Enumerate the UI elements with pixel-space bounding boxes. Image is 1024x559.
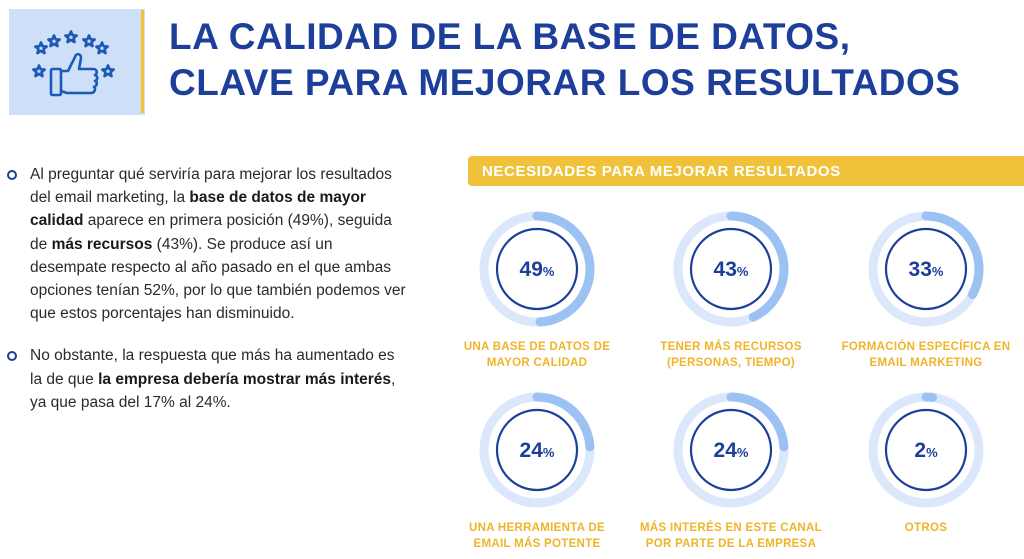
stat-label-line: MÁS INTERÉS EN ESTE CANAL bbox=[640, 522, 822, 534]
stat-card: 43% TENER MÁS RECURSOS (PERSONAS, TIEMPO… bbox=[636, 205, 826, 371]
stat-card: 33% FORMACIÓN ESPECÍFICA EN EMAIL MARKET… bbox=[831, 205, 1021, 371]
section-header: NECESIDADES PARA MEJORAR RESULTADOS bbox=[468, 156, 1024, 186]
stat-label: TENER MÁS RECURSOS (PERSONAS, TIEMPO) bbox=[636, 339, 826, 371]
stat-label-line: POR PARTE DE LA EMPRESA bbox=[645, 538, 817, 550]
stat-label-line: EMAIL MÁS POTENTE bbox=[473, 538, 601, 550]
stat-card: 49% UNA BASE DE DATOS DE MAYOR CALIDAD bbox=[442, 205, 632, 371]
bullet-emphasis: más recursos bbox=[51, 235, 153, 253]
bullet-text: Al preguntar qué serviría para mejorar l… bbox=[30, 166, 392, 207]
progress-ring: 43% bbox=[673, 211, 789, 327]
section-header-label: NECESIDADES PARA MEJORAR RESULTADOS bbox=[482, 163, 841, 180]
progress-ring: 24% bbox=[479, 392, 595, 508]
ring-fill bbox=[673, 211, 789, 327]
ring-fill bbox=[479, 392, 595, 508]
bullet-text: , ya que pasa del 17% al 24%. bbox=[30, 370, 396, 411]
bullet-list: Al preguntar qué serviría para mejorar l… bbox=[7, 163, 407, 414]
progress-ring: 33% bbox=[868, 211, 984, 327]
stat-label: FORMACIÓN ESPECÍFICA EN EMAIL MARKETING bbox=[831, 339, 1021, 371]
stat-label-line: TENER MÁS RECURSOS bbox=[660, 341, 802, 353]
page-title-line-2: CLAVE PARA MEJORAR LOS RESULTADOS bbox=[169, 62, 961, 103]
stat-label: OTROS bbox=[831, 520, 1021, 536]
title-divider bbox=[141, 10, 144, 113]
progress-ring: 2% bbox=[868, 392, 984, 508]
bullet-emphasis: base de datos de mayor calidad bbox=[30, 189, 366, 230]
page-title: LA CALIDAD DE LA BASE DE DATOS, CLAVE PA… bbox=[169, 14, 1019, 106]
stat-value: 24% bbox=[520, 439, 555, 462]
ring-fill bbox=[868, 211, 984, 327]
stat-label-line: (PERSONAS, TIEMPO) bbox=[666, 357, 796, 369]
stat-card: 24% UNA HERRAMIENTA DE EMAIL MÁS POTENTE bbox=[442, 386, 632, 552]
stat-label-line: UNA HERRAMIENTA DE bbox=[469, 522, 605, 534]
stat-value: 24% bbox=[714, 439, 749, 462]
ring-center bbox=[495, 227, 579, 311]
stat-value: 49% bbox=[520, 258, 555, 281]
bullet-text: (43%). Se produce así un desempate respe… bbox=[30, 235, 406, 323]
stat-label-line: UNA BASE DE DATOS DE bbox=[463, 341, 611, 353]
stat-value: 43% bbox=[714, 258, 749, 281]
ring-center bbox=[689, 408, 773, 492]
stat-label-line: EMAIL MARKETING bbox=[869, 357, 983, 369]
ring-center bbox=[884, 408, 968, 492]
stat-card: 24% MÁS INTERÉS EN ESTE CANAL POR PARTE … bbox=[636, 386, 826, 552]
ring-fill bbox=[479, 211, 595, 327]
stat-label-line: FORMACIÓN ESPECÍFICA EN bbox=[841, 341, 1011, 353]
ring-fill bbox=[868, 392, 984, 508]
stat-label-line: OTROS bbox=[904, 522, 948, 534]
stat-value: 33% bbox=[909, 258, 944, 281]
stat-label-line: MAYOR CALIDAD bbox=[486, 357, 588, 369]
progress-ring: 49% bbox=[479, 211, 595, 327]
ring-center bbox=[495, 408, 579, 492]
stat-label: UNA HERRAMIENTA DE EMAIL MÁS POTENTE bbox=[442, 520, 632, 552]
stat-value: 2% bbox=[914, 439, 938, 462]
ring-fill bbox=[673, 392, 789, 508]
page-title-line-1: LA CALIDAD DE LA BASE DE DATOS, bbox=[169, 16, 851, 57]
bullet-text: aparece en primera posición (49%), segui… bbox=[30, 212, 392, 253]
bullet-emphasis: la empresa debería mostrar más interés bbox=[98, 370, 392, 388]
stat-card: 2% OTROS bbox=[831, 386, 1021, 536]
thumbs-up-stars-icon bbox=[9, 9, 145, 115]
progress-ring: 24% bbox=[673, 392, 789, 508]
bullet-text: No obstante, la respuesta que más ha aum… bbox=[30, 347, 395, 388]
ring-center bbox=[689, 227, 773, 311]
bullet-item: No obstante, la respuesta que más ha aum… bbox=[7, 344, 407, 414]
stat-label: UNA BASE DE DATOS DE MAYOR CALIDAD bbox=[442, 339, 632, 371]
bullet-circle-icon bbox=[7, 170, 17, 180]
bullet-circle-icon bbox=[7, 351, 17, 362]
ring-center bbox=[884, 227, 968, 311]
bullet-item: Al preguntar qué serviría para mejorar l… bbox=[7, 163, 407, 325]
stat-label: MÁS INTERÉS EN ESTE CANAL POR PARTE DE L… bbox=[636, 520, 826, 552]
